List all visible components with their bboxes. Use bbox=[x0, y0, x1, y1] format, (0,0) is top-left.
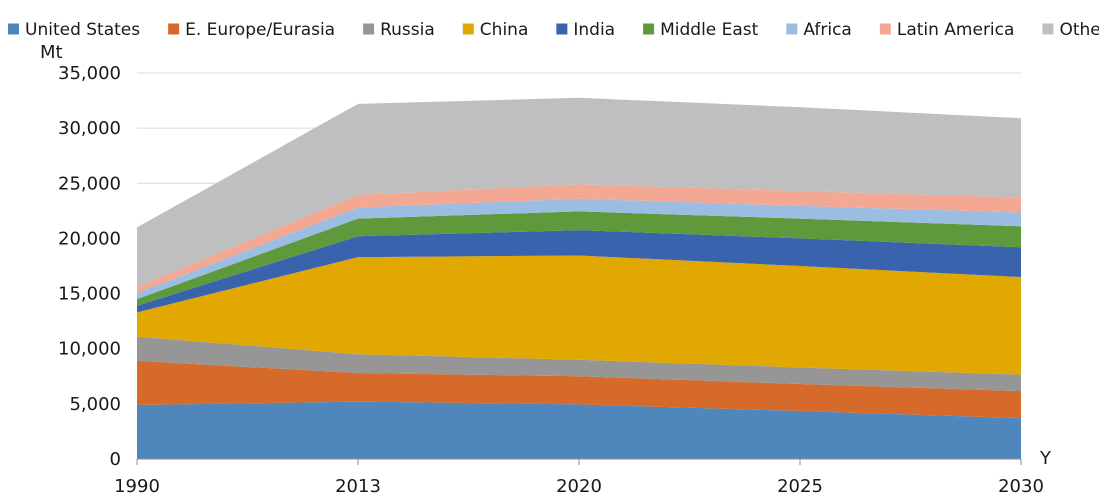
legend-label-india: India bbox=[573, 20, 615, 40]
legend-swatch-latin-america bbox=[879, 23, 891, 35]
legend-swatch-others bbox=[1042, 23, 1054, 35]
legend-label-others: Others bbox=[1059, 20, 1099, 40]
legend-swatch-india bbox=[556, 23, 568, 35]
legend-swatch-e-europe-eurasia bbox=[168, 23, 180, 35]
area-series-india bbox=[137, 230, 1021, 313]
y-tick-label: 0 bbox=[110, 449, 121, 470]
legend-label-e-europe-eurasia: E. Europe/Eurasia bbox=[185, 20, 335, 40]
legend-label-latin-america: Latin America bbox=[897, 20, 1015, 40]
y-tick-label: 10,000 bbox=[58, 339, 121, 360]
x-tick-label: 2030 bbox=[998, 476, 1044, 497]
x-tick-label: 2025 bbox=[777, 476, 823, 497]
legend-label-united-states: United States bbox=[25, 20, 140, 40]
y-tick-label: 20,000 bbox=[58, 228, 121, 249]
x-tick-label: 2013 bbox=[335, 476, 381, 497]
legend-label-russia: Russia bbox=[380, 20, 435, 40]
area-series-group bbox=[137, 97, 1021, 459]
axes bbox=[136, 458, 1022, 465]
legend-swatch-china bbox=[462, 23, 474, 35]
legend-swatch-russia bbox=[363, 23, 375, 35]
legend: United States E. Europe/Eurasia Russia Chin… bbox=[8, 20, 1099, 40]
legend-label-middle-east: Middle East bbox=[660, 20, 759, 40]
y-tick-label: 30,000 bbox=[58, 118, 121, 139]
area-series-e-europe-eurasia bbox=[137, 360, 1021, 419]
area-series-russia bbox=[137, 336, 1021, 392]
area-series-united-states bbox=[137, 401, 1021, 459]
area-series-china bbox=[137, 255, 1021, 375]
x-tick-label: 1990 bbox=[114, 476, 160, 497]
area-series-latin-america bbox=[137, 184, 1021, 294]
y-tick-label: 25,000 bbox=[58, 173, 121, 194]
area-series-others bbox=[137, 97, 1021, 287]
x-axis-title: Y bbox=[1039, 448, 1052, 469]
legend-label-africa: Africa bbox=[803, 20, 852, 40]
legend-swatch-africa bbox=[786, 23, 798, 35]
legend-swatch-middle-east bbox=[643, 23, 655, 35]
legend-swatch-united-states bbox=[8, 23, 19, 35]
x-tick-label: 2020 bbox=[556, 476, 602, 497]
y-axis-title: Mt bbox=[40, 42, 63, 63]
y-tick-label: 15,000 bbox=[58, 284, 121, 305]
area-series-middle-east bbox=[137, 211, 1021, 306]
y-tick-labels: 0 5,000 10,000 15,000 20,000 25,000 30,000 35,0… bbox=[58, 63, 121, 470]
y-tick-label: 5,000 bbox=[69, 394, 121, 415]
y-tick-label: 35,000 bbox=[58, 63, 121, 84]
legend-label-china: China bbox=[480, 20, 529, 40]
x-tick-labels: 1990 2013 2020 2025 2030 bbox=[114, 476, 1044, 497]
